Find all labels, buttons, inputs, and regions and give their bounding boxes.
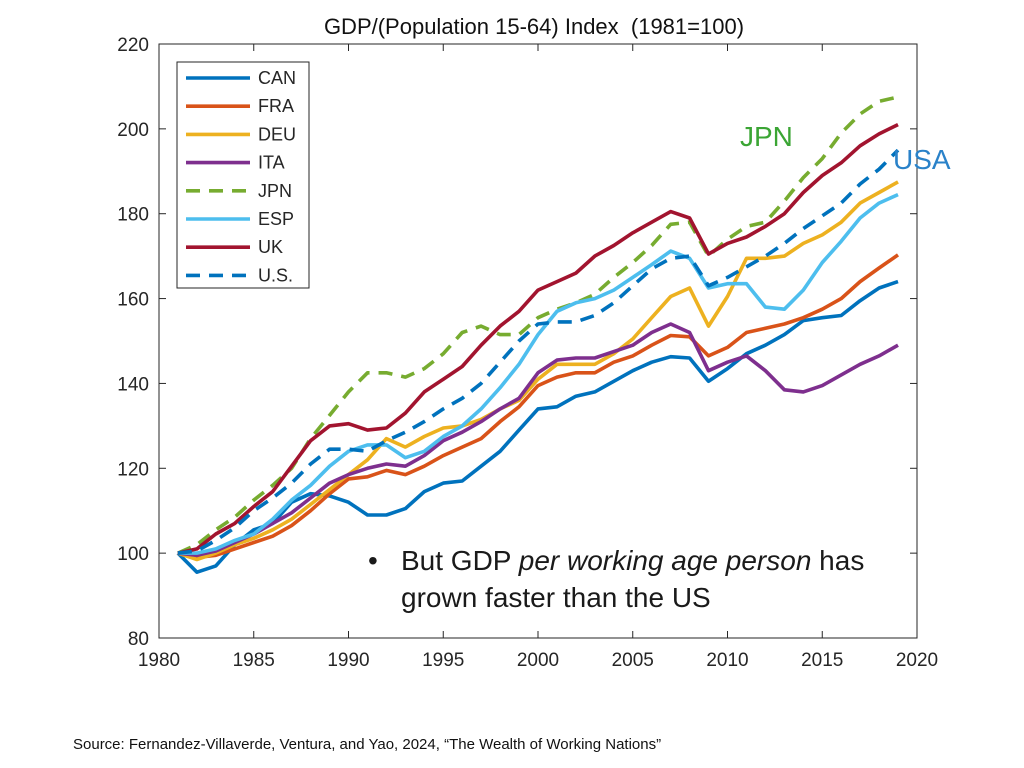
y-tick-label: 220 — [117, 35, 149, 56]
x-tick-label: 2000 — [517, 650, 559, 671]
legend-label: CAN — [258, 68, 296, 88]
x-tick-label: 2010 — [706, 650, 748, 671]
legend-label: DEU — [258, 124, 296, 144]
x-tick-label: 2005 — [612, 650, 654, 671]
y-tick-label: 140 — [117, 374, 149, 395]
series-line-us — [177, 148, 900, 555]
x-tick-label: 1985 — [233, 650, 275, 671]
annotation-usa-label: USA — [893, 144, 951, 175]
series-line-uk — [177, 122, 899, 555]
x-axis: 1980 1985 1990 1995 2000 2005 2010 2015 2020 — [138, 44, 938, 671]
legend-label: JPN — [258, 181, 292, 201]
annotation-jpn-label: JPN — [740, 121, 793, 152]
x-tick-label: 1980 — [138, 650, 180, 671]
legend: CAN FRA DEU ITA JPN ESP UK U.S. — [176, 61, 310, 289]
y-axis: 80 100 120 140 160 180 200 220 — [117, 35, 917, 650]
chart-title: GDP/(Population 15-64) Index (1981=100) — [324, 14, 744, 39]
y-tick-label: 180 — [117, 205, 149, 226]
bullet-suffix: has grown faster than the US — [401, 545, 865, 613]
y-tick-label: 120 — [117, 459, 149, 480]
source-note: Source: Fernandez-Villaverde, Ventura, a… — [73, 736, 662, 753]
y-tick-label: 80 — [128, 629, 149, 650]
bullet-symbol: • — [368, 545, 378, 576]
legend-label: UK — [258, 237, 283, 257]
series-line-jpn — [177, 95, 899, 555]
x-tick-label: 2020 — [896, 650, 938, 671]
bullet-emphasis: per working age person — [518, 545, 812, 576]
y-tick-label: 200 — [117, 120, 149, 141]
series-line-ita — [177, 322, 899, 558]
series-line-esp — [177, 192, 899, 555]
x-tick-label: 1990 — [327, 650, 369, 671]
y-tick-label: 160 — [117, 290, 149, 311]
x-tick-label: 1995 — [422, 650, 464, 671]
legend-label: U.S. — [258, 265, 293, 285]
legend-label: FRA — [258, 96, 294, 116]
bullet-text: But GDP per working age person has grown… — [401, 542, 901, 616]
y-tick-label: 100 — [117, 544, 149, 565]
series-layer — [176, 95, 900, 575]
series-line-deu — [177, 180, 899, 562]
legend-label: ESP — [258, 209, 294, 229]
series-line-can — [176, 279, 899, 575]
x-tick-label: 2015 — [801, 650, 843, 671]
bullet-prefix: But GDP — [401, 545, 519, 576]
legend-label: ITA — [258, 153, 285, 173]
series-line-fra — [177, 253, 900, 560]
legend-box — [176, 61, 310, 289]
